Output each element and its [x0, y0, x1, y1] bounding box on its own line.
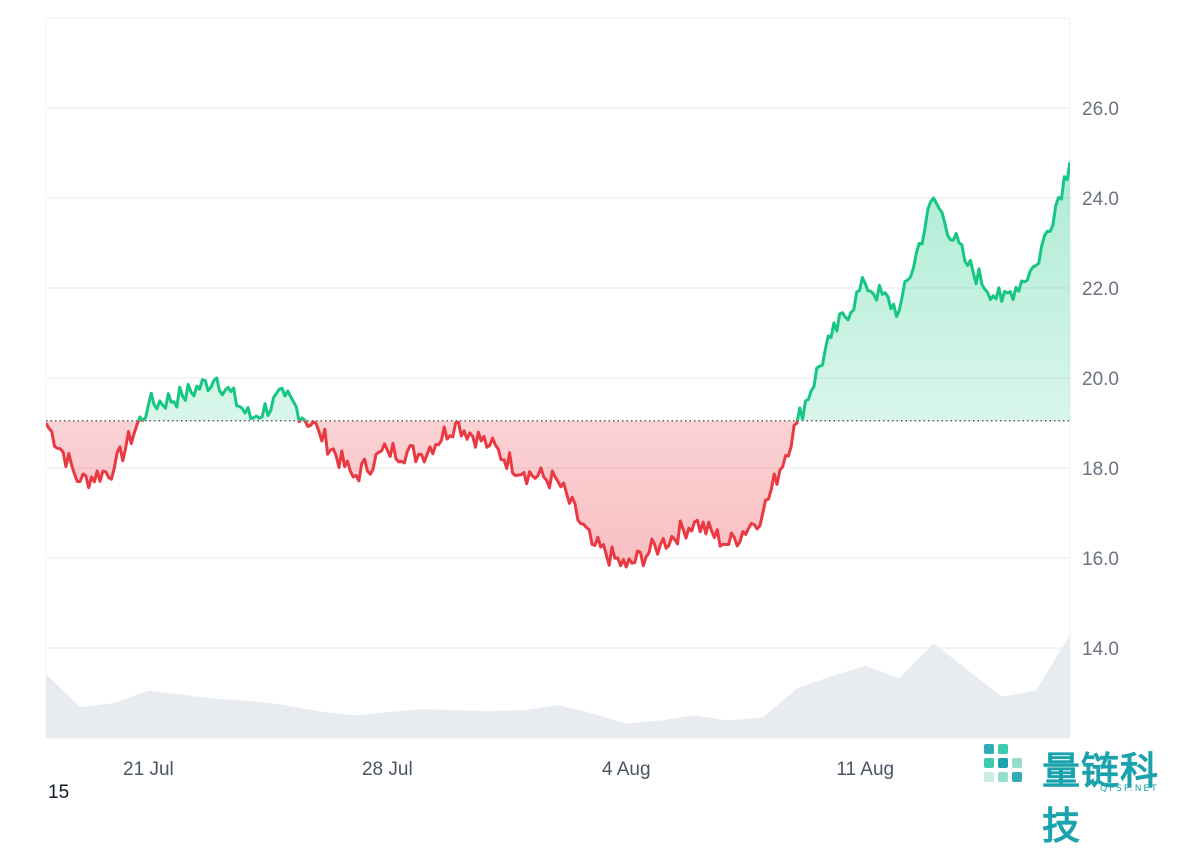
area-layer — [46, 162, 1070, 567]
y-tick-label: 20.0 — [1082, 369, 1119, 390]
price-line-layer — [46, 161, 1070, 569]
volume-area — [46, 635, 1070, 738]
price-chart: 14.0 16.0 18.0 20.0 22.0 24.0 26.0 21 Jul 28 Ju… — [45, 17, 1119, 780]
y-tick-label: 14.0 — [1082, 639, 1119, 660]
y-tick-label: 16.0 — [1082, 549, 1119, 570]
y-axis-ticks: 14.0 16.0 18.0 20.0 22.0 24.0 26.0 — [1082, 99, 1119, 660]
watermark-icon — [984, 744, 1022, 782]
y-tick-label: 18.0 — [1082, 459, 1119, 480]
x-tick-label: 4 Aug — [602, 759, 651, 780]
x-axis-ticks: 21 Jul 28 Jul 4 Aug 11 Aug — [123, 759, 894, 780]
volume-layer — [46, 635, 1070, 738]
x-tick-label: 28 Jul — [362, 759, 413, 780]
x-tick-label: 21 Jul — [123, 759, 174, 780]
price-line-below — [46, 420, 803, 569]
watermark-logo: 量链科技 QFSP.NET — [980, 738, 1195, 848]
price-line-above — [136, 161, 1070, 421]
y-tick-label: 26.0 — [1082, 99, 1119, 120]
corner-label: 15 — [48, 782, 70, 803]
y-tick-label: 24.0 — [1082, 189, 1119, 210]
watermark-text: 量链科技 — [1042, 749, 1160, 848]
area-above-baseline — [46, 162, 1070, 421]
x-tick-label: 11 Aug — [836, 759, 894, 780]
area-below-baseline — [46, 420, 1070, 567]
watermark-subtext: QFSP.NET — [1100, 784, 1159, 794]
y-tick-label: 22.0 — [1082, 279, 1119, 300]
